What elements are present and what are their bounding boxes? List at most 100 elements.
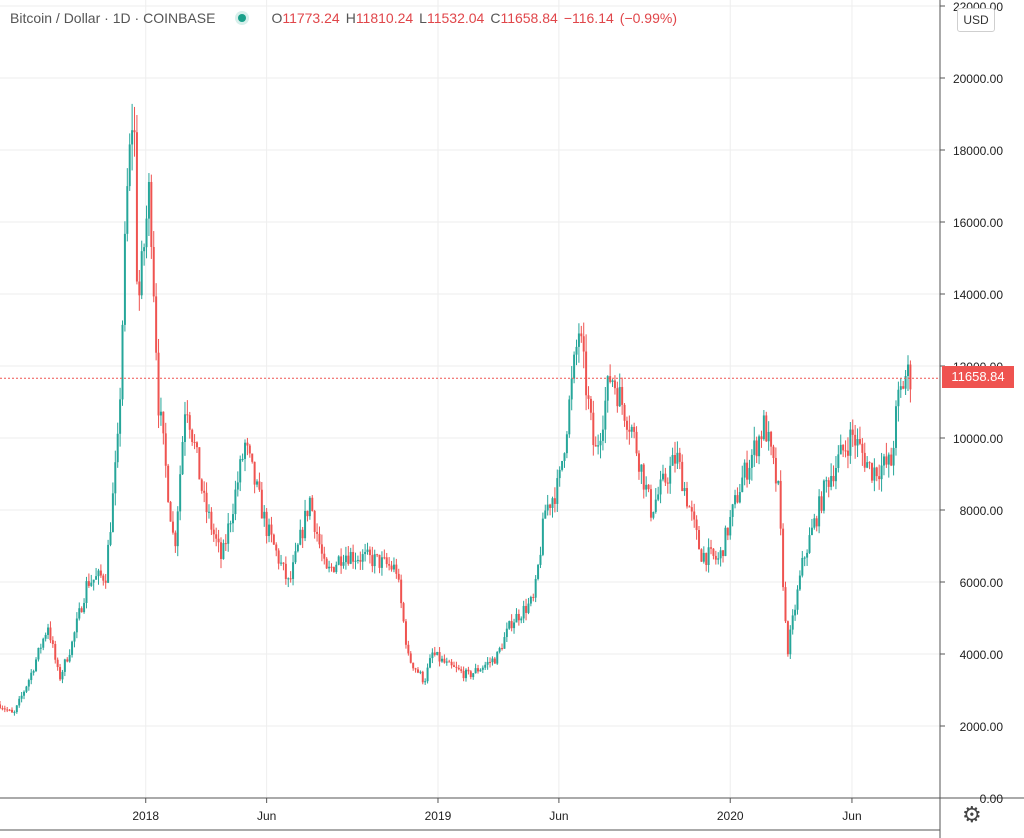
candle-body xyxy=(102,575,105,581)
candle-body xyxy=(54,643,57,660)
candle-body xyxy=(503,637,506,649)
candle-body xyxy=(510,621,513,629)
candle-body xyxy=(686,488,689,507)
candle-body xyxy=(174,532,177,547)
candle-body xyxy=(517,613,520,621)
candle-body xyxy=(207,511,210,513)
candle-body xyxy=(87,581,90,586)
y-tick-label: 10000.00 xyxy=(953,432,1003,446)
candle-body xyxy=(486,661,489,665)
candle-body xyxy=(354,560,357,562)
candle-body xyxy=(364,551,367,555)
candle-body xyxy=(284,563,287,580)
candle-body xyxy=(92,579,95,583)
candle-body xyxy=(268,524,271,537)
candle-body xyxy=(801,557,804,576)
candle-body xyxy=(282,562,285,564)
candle-body xyxy=(37,647,40,660)
candle-body xyxy=(770,431,773,447)
candle-body xyxy=(758,436,761,457)
candle-body xyxy=(219,542,222,559)
candle-body xyxy=(414,668,417,670)
candle-body xyxy=(246,442,249,446)
gear-icon[interactable]: ⚙ xyxy=(962,802,982,827)
candle-body xyxy=(404,621,407,645)
candle-body xyxy=(150,181,153,247)
candle-body xyxy=(200,479,203,491)
candle-body xyxy=(885,456,888,465)
candle-body xyxy=(774,457,777,484)
exchange-label: COINBASE xyxy=(143,10,216,26)
candle-body xyxy=(561,460,564,470)
candle-body xyxy=(455,666,458,668)
candle-body xyxy=(23,691,26,696)
candle-body xyxy=(20,695,23,699)
candle-body xyxy=(188,415,191,430)
chart-legend: Bitcoin / Dollar · 1D · COINBASE O11773.… xyxy=(10,10,677,26)
candle-body xyxy=(114,462,117,494)
candle-body xyxy=(277,550,280,564)
candle-body xyxy=(611,380,614,382)
y-tick-label: 2000.00 xyxy=(960,720,1004,734)
candle-body xyxy=(808,535,811,553)
y-tick-label: 20000.00 xyxy=(953,72,1003,86)
candle-body xyxy=(705,552,708,565)
candle-body xyxy=(515,613,518,623)
candle-body xyxy=(59,667,62,680)
candle-body xyxy=(368,549,371,556)
candle-body xyxy=(205,492,208,513)
candle-body xyxy=(171,521,174,533)
candle-body xyxy=(465,669,468,679)
candle-body xyxy=(556,478,559,504)
candle-body xyxy=(61,671,64,680)
candle-body xyxy=(532,597,535,599)
candle-body xyxy=(318,533,321,545)
candle-body xyxy=(56,659,59,668)
candle-body xyxy=(272,534,275,545)
candle-body xyxy=(551,498,554,508)
candle-body xyxy=(44,634,47,639)
candle-body xyxy=(659,479,662,495)
candle-body xyxy=(661,473,664,480)
candle-body xyxy=(642,464,645,490)
candle-body xyxy=(597,445,600,447)
candle-body xyxy=(27,680,30,687)
candle-body xyxy=(6,709,9,711)
candle-body xyxy=(784,587,787,622)
last-price-label: 11658.84 xyxy=(942,366,1014,388)
symbol-name[interactable]: Bitcoin / Dollar xyxy=(10,10,101,26)
currency-button[interactable]: USD xyxy=(957,8,995,32)
candle-body xyxy=(299,529,302,545)
candle-body xyxy=(469,671,472,678)
candle-body xyxy=(496,651,499,664)
interval-label[interactable]: 1D xyxy=(112,10,131,26)
candle-body xyxy=(212,529,215,535)
candle-body xyxy=(440,658,443,662)
candle-body xyxy=(863,452,866,468)
candle-body xyxy=(111,493,114,533)
candle-body xyxy=(563,453,566,461)
candle-body xyxy=(527,603,530,613)
candle-body xyxy=(460,669,463,671)
candle-body xyxy=(484,664,487,668)
candle-body xyxy=(767,431,770,442)
y-tick-label: 6000.00 xyxy=(960,576,1004,590)
candle-body xyxy=(601,429,604,441)
candle-body xyxy=(311,497,314,511)
x-tick-label: 2019 xyxy=(425,809,452,823)
candle-body xyxy=(633,426,636,432)
candle-body xyxy=(234,489,237,515)
candle-body xyxy=(3,708,6,710)
change-value: −116.14 xyxy=(563,10,614,26)
candle-body xyxy=(738,492,741,503)
candle-body xyxy=(765,415,768,442)
candle-body xyxy=(573,354,576,379)
candle-body xyxy=(621,386,624,405)
candle-body xyxy=(340,556,343,566)
candle-body xyxy=(647,484,650,490)
candle-body xyxy=(373,554,376,567)
candle-body xyxy=(477,668,480,672)
candle-body xyxy=(462,670,465,679)
candle-body xyxy=(145,218,148,248)
